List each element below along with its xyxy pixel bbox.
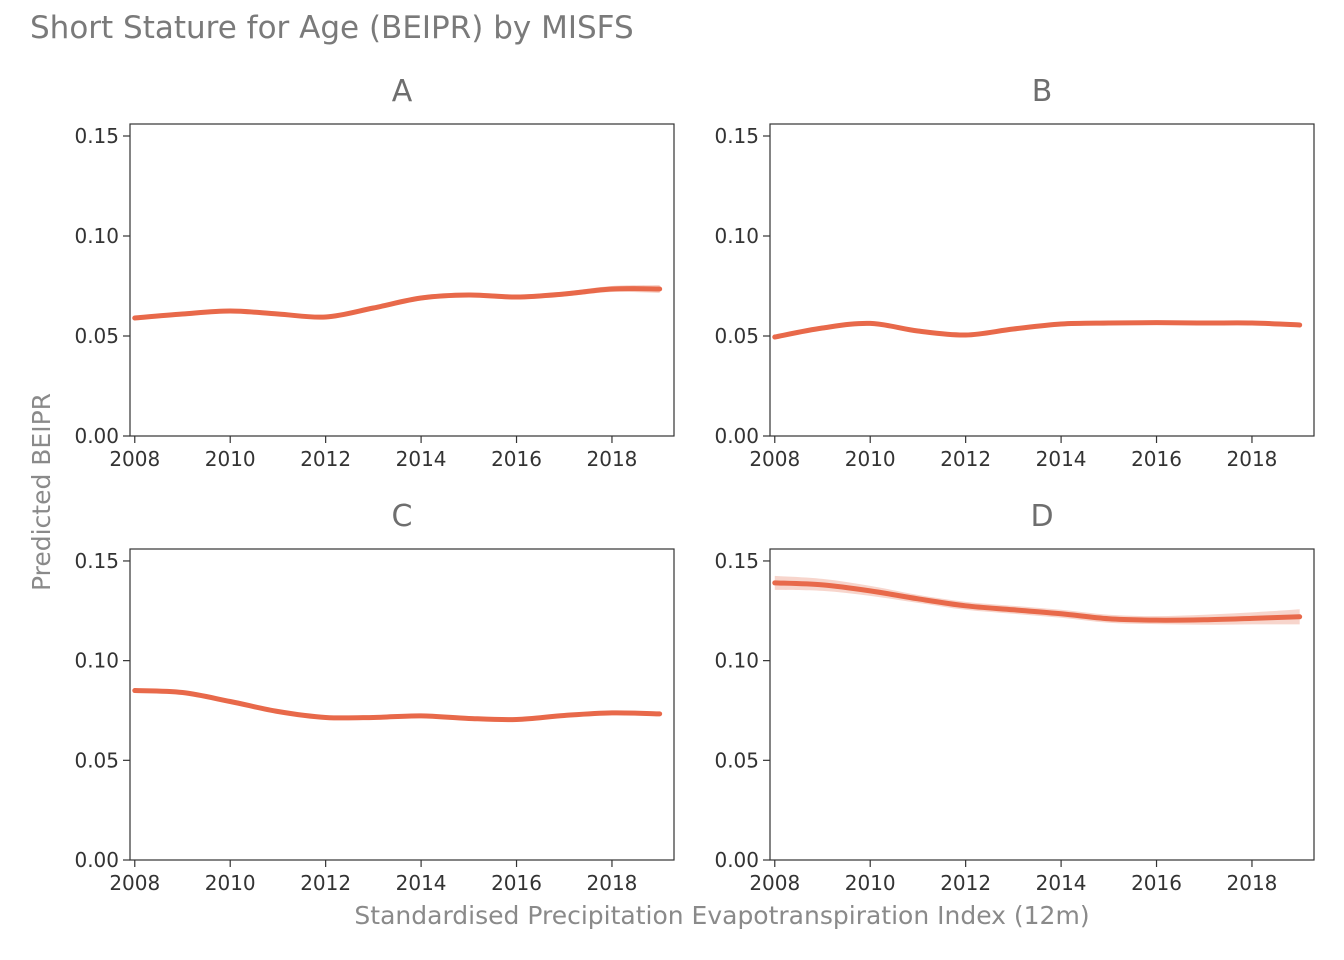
y-tick-label: 0.05 <box>714 748 759 772</box>
panel-a: A 0.00 0.05 0.10 0.15 2008 2010 2012 2014 2016 201… <box>74 74 675 471</box>
panel-c: C 0.00 0.05 0.10 0.15 2008 2010 2012 2014 2016 201… <box>74 499 675 895</box>
y-axis-title: Predicted BEIPR <box>27 393 56 591</box>
series-line <box>132 286 663 321</box>
x-tick-label: 2010 <box>845 871 896 895</box>
panel-b: B 0.00 0.05 0.10 0.15 2008 2010 2012 2014 2016 201… <box>714 74 1315 471</box>
x-tick-label: 2012 <box>300 447 351 471</box>
x-tick-label: 2016 <box>491 447 542 471</box>
y-tick-label: 0.00 <box>714 848 759 872</box>
facet-label: C <box>392 499 413 534</box>
y-tick-label: 0.10 <box>714 224 759 248</box>
x-tick-label: 2014 <box>1036 447 1087 471</box>
series-line <box>132 688 663 723</box>
x-tick-label: 2012 <box>940 447 991 471</box>
x-tick-label: 2018 <box>1227 871 1278 895</box>
y-tick-label: 0.10 <box>714 649 759 673</box>
facet-label: D <box>1030 499 1053 534</box>
facet-label: B <box>1032 74 1053 109</box>
x-tick-label: 2012 <box>940 871 991 895</box>
y-tick-label: 0.15 <box>714 549 759 573</box>
x-tick-label: 2008 <box>749 447 800 471</box>
panel-border <box>769 548 1315 861</box>
y-tick-label: 0.15 <box>74 549 119 573</box>
x-tick-label: 2010 <box>205 447 256 471</box>
x-axis-title: Standardised Precipitation Evapotranspir… <box>354 901 1089 930</box>
x-tick-label: 2010 <box>205 871 256 895</box>
series-line <box>772 320 1303 340</box>
y-tick-label: 0.05 <box>74 324 119 348</box>
y-tick-label: 0.15 <box>714 124 759 148</box>
x-tick-label: 2018 <box>1227 447 1278 471</box>
y-tick-label: 0.05 <box>714 324 759 348</box>
series-line <box>772 580 1303 623</box>
y-tick-label: 0.10 <box>74 224 119 248</box>
panel-border <box>769 123 1315 437</box>
x-tick-label: 2010 <box>845 447 896 471</box>
y-tick-label: 0.15 <box>74 124 119 148</box>
x-tick-label: 2014 <box>396 447 447 471</box>
x-tick-label: 2018 <box>587 447 638 471</box>
facet-label: A <box>392 74 413 109</box>
panel-border <box>129 548 675 861</box>
y-tick-label: 0.05 <box>74 748 119 772</box>
y-tick-label: 0.00 <box>74 424 119 448</box>
x-tick-label: 2012 <box>300 871 351 895</box>
x-tick-label: 2014 <box>1036 871 1087 895</box>
x-tick-label: 2014 <box>396 871 447 895</box>
x-tick-label: 2018 <box>587 871 638 895</box>
y-tick-label: 0.10 <box>74 649 119 673</box>
panel-d: D 0.00 0.05 0.10 0.15 2008 2010 2012 2014 2016 201… <box>714 499 1315 895</box>
x-tick-label: 2016 <box>1131 871 1182 895</box>
y-tick-label: 0.00 <box>714 424 759 448</box>
x-tick-label: 2016 <box>1131 447 1182 471</box>
chart-title: Short Stature for Age (BEIPR) by MISFS <box>30 10 634 46</box>
x-tick-label: 2016 <box>491 871 542 895</box>
x-tick-label: 2008 <box>109 447 160 471</box>
panel-border <box>129 123 675 437</box>
x-tick-label: 2008 <box>749 871 800 895</box>
y-tick-label: 0.00 <box>74 848 119 872</box>
panels: A 0.00 0.05 0.10 0.15 2008 2010 2012 2014 2016 201… <box>74 74 1315 895</box>
x-tick-label: 2008 <box>109 871 160 895</box>
